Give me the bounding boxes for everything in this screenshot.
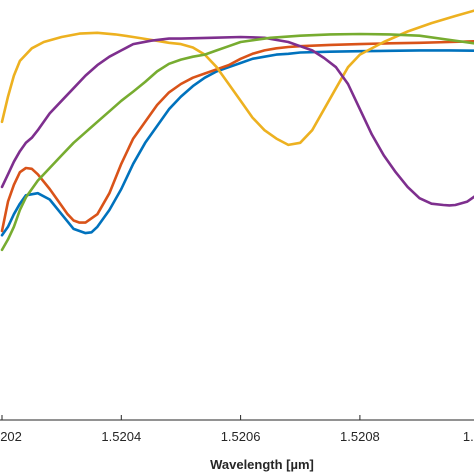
x-tick-label: 1.5206 bbox=[221, 429, 261, 444]
x-tick-label: 1.5204 bbox=[101, 429, 141, 444]
series-line-3 bbox=[0, 9, 474, 147]
series-line-2 bbox=[0, 40, 474, 233]
series-layer bbox=[0, 9, 474, 252]
x-tick-label: 1.5208 bbox=[340, 429, 380, 444]
x-tick-label: 1.5202 bbox=[0, 429, 22, 444]
series-line-5 bbox=[0, 32, 474, 252]
x-tick-label: 1.521 bbox=[463, 429, 474, 444]
series-line-4 bbox=[0, 35, 474, 207]
series-line-1 bbox=[0, 49, 474, 237]
x-axis-title: Wavelength [µm] bbox=[210, 457, 314, 472]
